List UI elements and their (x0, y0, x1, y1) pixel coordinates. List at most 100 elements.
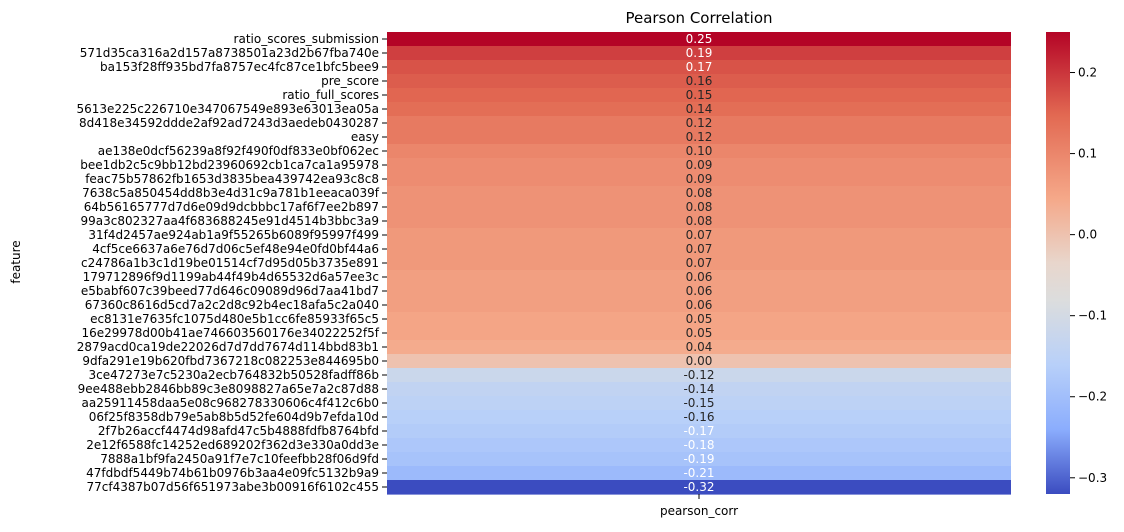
heatmap-cell (387, 116, 1011, 131)
heatmap-cell (387, 410, 1011, 425)
heatmap-cell (387, 396, 1011, 411)
heatmap-cell (387, 158, 1011, 173)
y-tick-label: 571d35ca316a2d157a8738501a23d2b67fba740e (80, 46, 379, 60)
heatmap-cell (387, 88, 1011, 103)
heatmap-cell (387, 172, 1011, 187)
y-tick-label: 7888a1bf9fa2450a91f7e7c10feefbb28f06d9fd (100, 452, 379, 466)
colorbar (1046, 32, 1070, 494)
cell-annotation: -0.14 (683, 382, 714, 396)
heatmap-cell (387, 480, 1011, 495)
y-tick-label: e5babf607c39beed77d646c09089d96d7aa41bd7 (81, 284, 379, 298)
heatmap-cell (387, 438, 1011, 453)
heatmap-cell (387, 214, 1011, 229)
colorbar-ticks: 0.2 0.1 0.0 −0.1 −0.2 −0.3 (1070, 66, 1107, 485)
cell-annotation: 0.08 (686, 186, 713, 200)
y-tick-label: 3ce47273e7c5230a2ecb764832b50528fadff86b (89, 368, 379, 382)
cell-annotation: 0.00 (686, 354, 713, 368)
cell-annotation: 0.06 (686, 284, 713, 298)
y-tick-label: 8d418e34592ddde2af92ad7243d3aedeb0430287 (79, 116, 379, 130)
cell-annotation: 0.07 (686, 242, 713, 256)
cell-annotation: 0.06 (686, 298, 713, 312)
y-tick-label: 4cf5ce6637a6e76d7d06c5ef48e94e0fd0bf44a6 (92, 242, 379, 256)
heatmap-cells (387, 32, 1011, 495)
y-tick-label: feac75b57862fb1653d3835bea439742ea93c8c8 (85, 172, 379, 186)
y-tick-label: 179712896f9d1199ab44f49b4d65532d6a57ee3c (83, 270, 379, 284)
cell-annotation: 0.04 (686, 340, 713, 354)
y-tick-label: 31f4d2457ae924ab1a9f55265b6089f95997f499 (88, 228, 379, 242)
cell-annotation: 0.06 (686, 270, 713, 284)
cell-annotation: -0.15 (683, 396, 714, 410)
y-axis-ticks: ratio_scores_submission571d35ca316a2d157… (76, 32, 387, 494)
cell-annotation: 0.09 (686, 172, 713, 186)
y-tick-label: aa25911458daa5e08c968278330606c4f412c6b0 (82, 396, 379, 410)
cell-annotation: -0.12 (683, 368, 714, 382)
y-tick-label: ae138e0dcf56239a8f92f490f0df833e0bf062ec (98, 144, 379, 158)
cell-annotation: 0.14 (686, 102, 713, 116)
cell-annotation: 0.12 (686, 130, 713, 144)
y-tick-label: 9dfa291e19b620fbd7367218c082253e844695b0 (82, 354, 379, 368)
cell-annotation: 0.08 (686, 200, 713, 214)
heatmap-cell (387, 242, 1011, 257)
y-tick-label: 5613e225c226710e347067549e893e63013ea05a (76, 102, 379, 116)
y-tick-label: 9ee488ebb2846bb89c3e8098827a65e7a2c87d88 (78, 382, 379, 396)
heatmap-cell (387, 60, 1011, 75)
y-tick-label: bee1db2c5c9bb12bd23960692cb1ca7ca1a95978 (80, 158, 379, 172)
y-tick-label: easy (351, 130, 379, 144)
cell-annotation: -0.16 (683, 410, 714, 424)
y-tick-label: ec8131e7635fc1075d480e5b1cc6fe85933f65c5 (90, 312, 379, 326)
heatmap-cell (387, 256, 1011, 271)
y-tick-label: 77cf4387b07d56f651973abe3b00916f6102c455 (87, 480, 379, 494)
y-tick-label: 67360c8616d5cd7a2c2d8c92b4ec18afa5c2a040 (85, 298, 379, 312)
cell-annotation: 0.12 (686, 116, 713, 130)
cell-annotation: -0.17 (683, 424, 714, 438)
y-tick-label: ba153f28ff935bd7fa8757ec4fc87ce1bfc5bee9 (100, 60, 379, 74)
heatmap-cell (387, 340, 1011, 355)
cell-annotation: 0.07 (686, 228, 713, 242)
heatmap-cell (387, 74, 1011, 89)
x-tick-label: pearson_corr (660, 504, 738, 518)
heatmap-cell (387, 46, 1011, 61)
heatmap-cell (387, 130, 1011, 145)
cell-annotation: 0.07 (686, 256, 713, 270)
cell-annotation: 0.25 (686, 32, 713, 46)
colorbar-tick-label: −0.3 (1078, 471, 1107, 485)
y-tick-label: 2879acd0ca19de22026d7d7dd7674d114bbd83b1 (77, 340, 379, 354)
cell-annotation: -0.21 (683, 466, 714, 480)
cell-annotation: 0.08 (686, 214, 713, 228)
chart-title: Pearson Correlation (625, 9, 772, 27)
colorbar-tick-label: 0.0 (1078, 228, 1097, 242)
y-tick-label: 47fdbdf5449b74b61b0976b3aa4e09fc5132b9a9 (86, 466, 379, 480)
y-tick-label: ratio_full_scores (282, 88, 379, 102)
heatmap-cell (387, 326, 1011, 341)
y-tick-label: 7638c5a850454dd8b3e4d31c9a781b1eeaca039f (82, 186, 380, 200)
heatmap-cell (387, 382, 1011, 397)
heatmap-cell (387, 452, 1011, 467)
heatmap-cell (387, 200, 1011, 215)
cell-annotation: -0.32 (683, 480, 714, 494)
cell-annotation: -0.19 (683, 452, 714, 466)
heatmap-cell (387, 284, 1011, 299)
cell-annotation: 0.10 (686, 144, 713, 158)
heatmap-cell (387, 298, 1011, 313)
cell-annotation: 0.05 (686, 326, 713, 340)
y-tick-label: 06f25f8358db79e5ab8b5d52fe604d9b7efda10d (89, 410, 379, 424)
y-tick-label: pre_score (321, 74, 379, 88)
heatmap-cell (387, 228, 1011, 243)
heatmap-cell (387, 368, 1011, 383)
heatmap-cell (387, 354, 1011, 369)
heatmap-cell (387, 466, 1011, 481)
y-tick-label: ratio_scores_submission (234, 32, 379, 46)
cell-annotation: 0.17 (686, 60, 713, 74)
heatmap-cell (387, 32, 1011, 47)
heatmap-cell (387, 424, 1011, 439)
y-tick-label: 16e29978d00b41ae746603560176e34022252f5f (82, 326, 380, 340)
heatmap-cell (387, 312, 1011, 327)
heatmap-cell (387, 144, 1011, 159)
y-tick-label: c24786a1b3c1d19be01514cf7d95d05b3735e891 (81, 256, 379, 270)
cell-annotation: 0.05 (686, 312, 713, 326)
colorbar-tick-label: 0.1 (1078, 147, 1097, 161)
heatmap-cell (387, 186, 1011, 201)
heatmap-cell (387, 270, 1011, 285)
